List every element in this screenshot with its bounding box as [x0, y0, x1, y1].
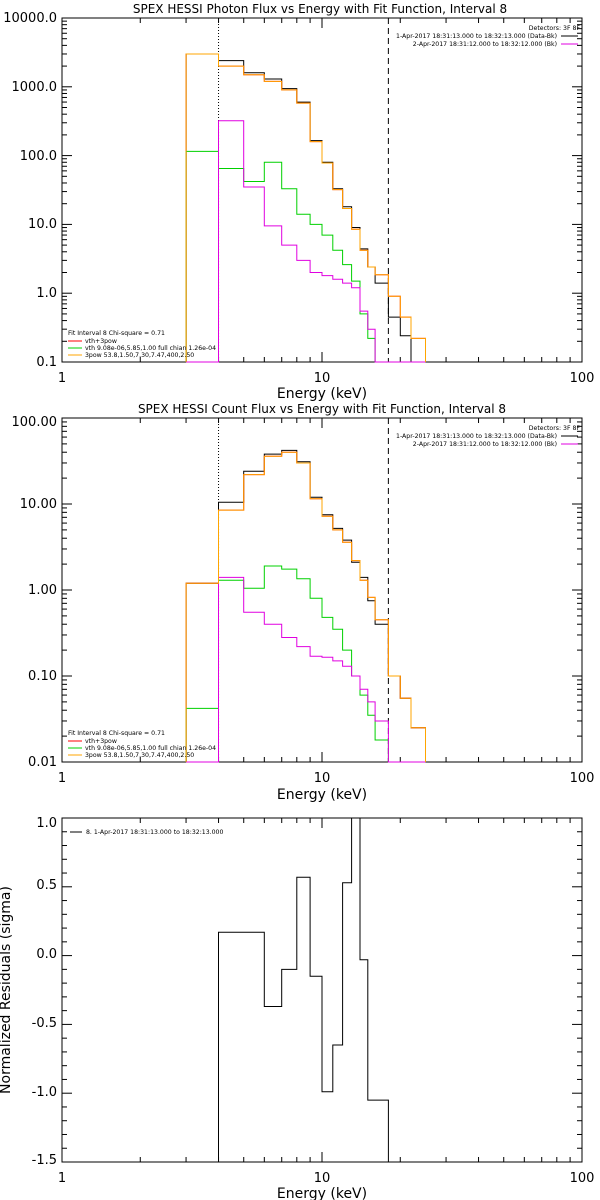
legend-line-bk: 2-Apr-2017 18:31:12.000 to 18:32:12.000 … [413, 41, 557, 48]
photon-flux-title: SPEX HESSI Photon Flux vs Energy with Fi… [133, 2, 507, 16]
residuals-ylabel: Normalized Residuals (sigma) [0, 886, 14, 1094]
count-flux-title: SPEX HESSI Count Flux vs Energy with Fit… [138, 402, 506, 416]
residuals-legend: 8. 1-Apr-2017 18:31:13.000 to 18:32:13.0… [70, 829, 223, 836]
ytick-label: -1.0 [32, 1085, 57, 1100]
ytick-label: 0.5 [36, 878, 57, 893]
legend-line-bk: 2-Apr-2017 18:31:12.000 to 18:32:12.000 … [413, 441, 557, 448]
photon-flux-panel: SPEX HESSI Photon Flux vs Energy with Fi… [3, 2, 594, 402]
series-powerlaw [186, 576, 426, 763]
series-data [218, 817, 389, 1162]
legend-thermal: vth 9.08e-06,5.85,1.00 full chian 1.26e-… [85, 345, 216, 352]
series-total [185, 53, 426, 362]
residuals-series [218, 817, 389, 1162]
ytick-label: 0.0 [36, 947, 57, 962]
legend-thermal: vth 9.08e-06,5.85,1.00 full chian 1.26e-… [85, 745, 216, 752]
ytick-label: 1.00 [28, 583, 57, 598]
ytick-label: 100.00 [12, 415, 58, 430]
count-flux-xlabel: Energy (keV) [277, 787, 367, 803]
fit-summary: Fit Interval 8 Chi-square = 0.71 [68, 730, 165, 737]
xtick-label: 100 [570, 771, 595, 786]
count-flux-series [185, 449, 426, 763]
photon-flux-axes [61, 17, 583, 363]
count-flux-legend-topright: Detectors: 3F 8F 1-Apr-2017 18:31:13.000… [396, 425, 580, 448]
series-data [185, 449, 426, 762]
xtick-label: 100 [570, 1171, 595, 1186]
residuals-ticks [61, 817, 583, 1163]
residuals-panel: 1 10 100 -1.5 -1.0 -0.5 0.0 0.5 1.0 Ener… [0, 816, 594, 1200]
series-thermal [185, 565, 426, 763]
legend-powerlaw: 3pow 53.8,1.50,7.30,7.47,400,2.50 [85, 752, 194, 759]
xtick-label: 10 [314, 771, 331, 786]
ytick-label: 1000.0 [12, 80, 58, 95]
legend-header: Detectors: 3F 8F [529, 425, 581, 432]
ytick-label: -0.5 [32, 1016, 57, 1031]
legend-total: vth+3pow [85, 738, 117, 745]
legend-total: vth+3pow [85, 338, 117, 345]
xtick-label: 10 [314, 1171, 331, 1186]
ytick-label: 0.1 [36, 355, 57, 370]
xtick-label: 100 [570, 371, 595, 386]
ytick-label: 10000.0 [3, 11, 57, 26]
photon-flux-legend-topright: Detectors: 3F 8F 1-Apr-2017 18:31:13.000… [396, 25, 580, 48]
count-flux-legend-bottomleft: Fit Interval 8 Chi-square = 0.71 vth+3po… [68, 730, 216, 759]
xtick-label: 1 [58, 371, 66, 386]
ytick-label: 10.00 [20, 497, 57, 512]
count-flux-xtick-labels: 1 10 100 [58, 771, 595, 786]
ytick-label: 100.0 [20, 149, 57, 164]
photon-flux-ytick-labels: 0.1 1.0 10.0 100.0 1000.0 10000.0 [3, 11, 57, 370]
fit-summary: Fit Interval 8 Chi-square = 0.71 [68, 330, 165, 337]
xtick-label: 10 [314, 371, 331, 386]
series-data [185, 53, 426, 363]
xtick-label: 1 [58, 771, 66, 786]
ytick-label: 0.01 [28, 755, 57, 770]
ytick-label: 10.0 [28, 217, 57, 232]
count-flux-panel: SPEX HESSI Count Flux vs Energy with Fit… [12, 402, 595, 803]
series-thermal [185, 150, 426, 363]
count-flux-axes [61, 417, 583, 763]
photon-flux-xlabel: Energy (keV) [277, 386, 367, 402]
residuals-xtick-labels: 1 10 100 [58, 1171, 595, 1186]
ytick-label: -1.5 [32, 1153, 57, 1168]
legend-line-data: 1-Apr-2017 18:31:13.000 to 18:32:13.000 … [396, 433, 557, 440]
photon-flux-series [185, 53, 426, 363]
photon-flux-xtick-labels: 1 10 100 [58, 371, 595, 386]
photon-flux-ticks [61, 17, 583, 363]
ytick-label: 0.10 [28, 669, 57, 684]
count-flux-ticks [61, 417, 583, 763]
photon-flux-legend-bottomleft: Fit Interval 8 Chi-square = 0.71 vth+3po… [68, 330, 216, 359]
ytick-label: 1.0 [36, 286, 57, 301]
series-powerlaw [186, 120, 426, 363]
xtick-label: 1 [58, 1171, 66, 1186]
residuals-xlabel: Energy (keV) [277, 1186, 367, 1200]
count-flux-ytick-labels: 0.01 0.10 1.00 10.00 100.00 [12, 415, 58, 770]
legend-header: Detectors: 3F 8F [529, 25, 581, 32]
series-background [185, 53, 426, 362]
legend-powerlaw: 3pow 53.8,1.50,7.30,7.47,400,2.50 [85, 352, 194, 359]
legend-interval: 8. 1-Apr-2017 18:31:13.000 to 18:32:13.0… [86, 829, 223, 836]
legend-line-data: 1-Apr-2017 18:31:13.000 to 18:32:13.000 … [396, 33, 557, 40]
residuals-ytick-labels: -1.5 -1.0 -0.5 0.0 0.5 1.0 [32, 816, 57, 1168]
series-background [185, 451, 426, 762]
ytick-label: 1.0 [36, 816, 57, 831]
series-total [185, 451, 426, 762]
